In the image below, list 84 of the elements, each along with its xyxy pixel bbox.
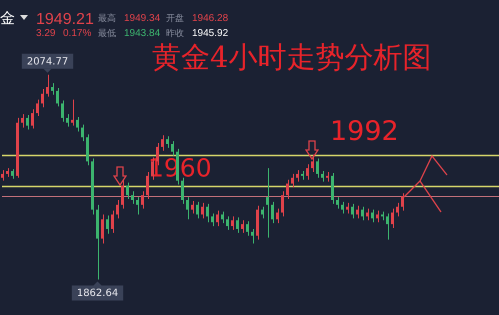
- candlestick: [291, 173, 294, 188]
- candlestick: [271, 201, 274, 224]
- candlestick: [26, 114, 29, 130]
- candlestick: [226, 216, 229, 230]
- candlestick: [321, 170, 324, 182]
- text: 最低: [98, 28, 116, 38]
- candlestick: [136, 196, 139, 215]
- text: 1946.28: [192, 13, 228, 24]
- candlestick: [241, 220, 244, 234]
- annotation: 1862.64: [76, 288, 118, 300]
- candlestick: [251, 228, 254, 244]
- candlestick: [286, 179, 289, 200]
- text: 0.17%: [63, 28, 92, 39]
- text: 3.29: [36, 28, 56, 39]
- candlestick: [101, 214, 104, 244]
- candlestick: [131, 190, 134, 204]
- candlestick: [186, 196, 189, 220]
- text: 最高: [98, 13, 116, 23]
- candlestick: [306, 164, 309, 180]
- text: 开盘: [166, 13, 184, 23]
- candlestick: [231, 216, 234, 230]
- candlestick: [396, 202, 399, 217]
- text: 1949.34: [124, 13, 160, 24]
- candlestick: [181, 177, 184, 204]
- text: 1949.21: [36, 11, 94, 28]
- candlestick: [361, 206, 364, 221]
- candlestick: [316, 158, 319, 178]
- candlestick: [311, 154, 314, 172]
- candlestick: [106, 214, 109, 234]
- candlestick: [166, 136, 169, 148]
- candlestick: [401, 192, 404, 212]
- candlestick: [246, 220, 249, 236]
- candlestick: [391, 208, 394, 228]
- candlestick: [191, 200, 194, 214]
- text: 1945.92: [192, 28, 228, 39]
- candlestick: [141, 190, 144, 210]
- candlestick: [11, 168, 14, 180]
- candlestick: [356, 205, 359, 219]
- candlestick: [41, 88, 44, 108]
- candlestick: [171, 140, 174, 156]
- candlestick: [71, 99, 74, 126]
- candlestick: [351, 203, 354, 219]
- candlestick: [146, 171, 149, 200]
- chart-title: 黄金4小时走势分析图: [152, 39, 432, 76]
- candlestick: [56, 87, 59, 107]
- ref-line-label: 1992: [330, 116, 399, 148]
- candlestick: [371, 209, 374, 223]
- candlestick: [51, 82, 54, 96]
- candlestick: [206, 203, 209, 223]
- candlestick: [211, 213, 214, 227]
- annotation: 2074.77: [26, 56, 68, 68]
- candlestick: [261, 206, 264, 219]
- candlestick: [116, 199, 119, 219]
- candlestick: [326, 171, 329, 182]
- candlestick: [201, 202, 204, 219]
- text: 1943.84: [124, 28, 160, 39]
- candlestick: [336, 196, 339, 210]
- candlestick: [36, 99, 39, 116]
- candlestick: [236, 216, 239, 234]
- candlestick: [366, 208, 369, 221]
- candlestick: [281, 190, 284, 217]
- candlestick: [46, 74, 49, 98]
- candlestick: [76, 116, 79, 132]
- candlestick: [221, 211, 224, 224]
- candlestick: [121, 179, 124, 210]
- candlestick: [266, 168, 269, 238]
- candlestick: [341, 201, 344, 214]
- candlestick: [216, 210, 219, 227]
- candlestick: [31, 108, 34, 130]
- candlestick: [376, 210, 379, 223]
- candlestick: [386, 213, 389, 240]
- text: 金: [0, 10, 15, 27]
- candlestick: [21, 114, 24, 128]
- text: 昨收: [166, 28, 184, 38]
- candlestick: [66, 114, 69, 128]
- candlestick: [1, 170, 4, 182]
- candlestick: [126, 182, 129, 200]
- candlestick: [111, 210, 114, 234]
- candlestick: [296, 170, 299, 182]
- candlestick: [276, 208, 279, 224]
- candlestick: [196, 201, 199, 219]
- candlestick: [61, 100, 64, 122]
- candlestick: [81, 124, 84, 142]
- candlestick: [161, 134, 164, 152]
